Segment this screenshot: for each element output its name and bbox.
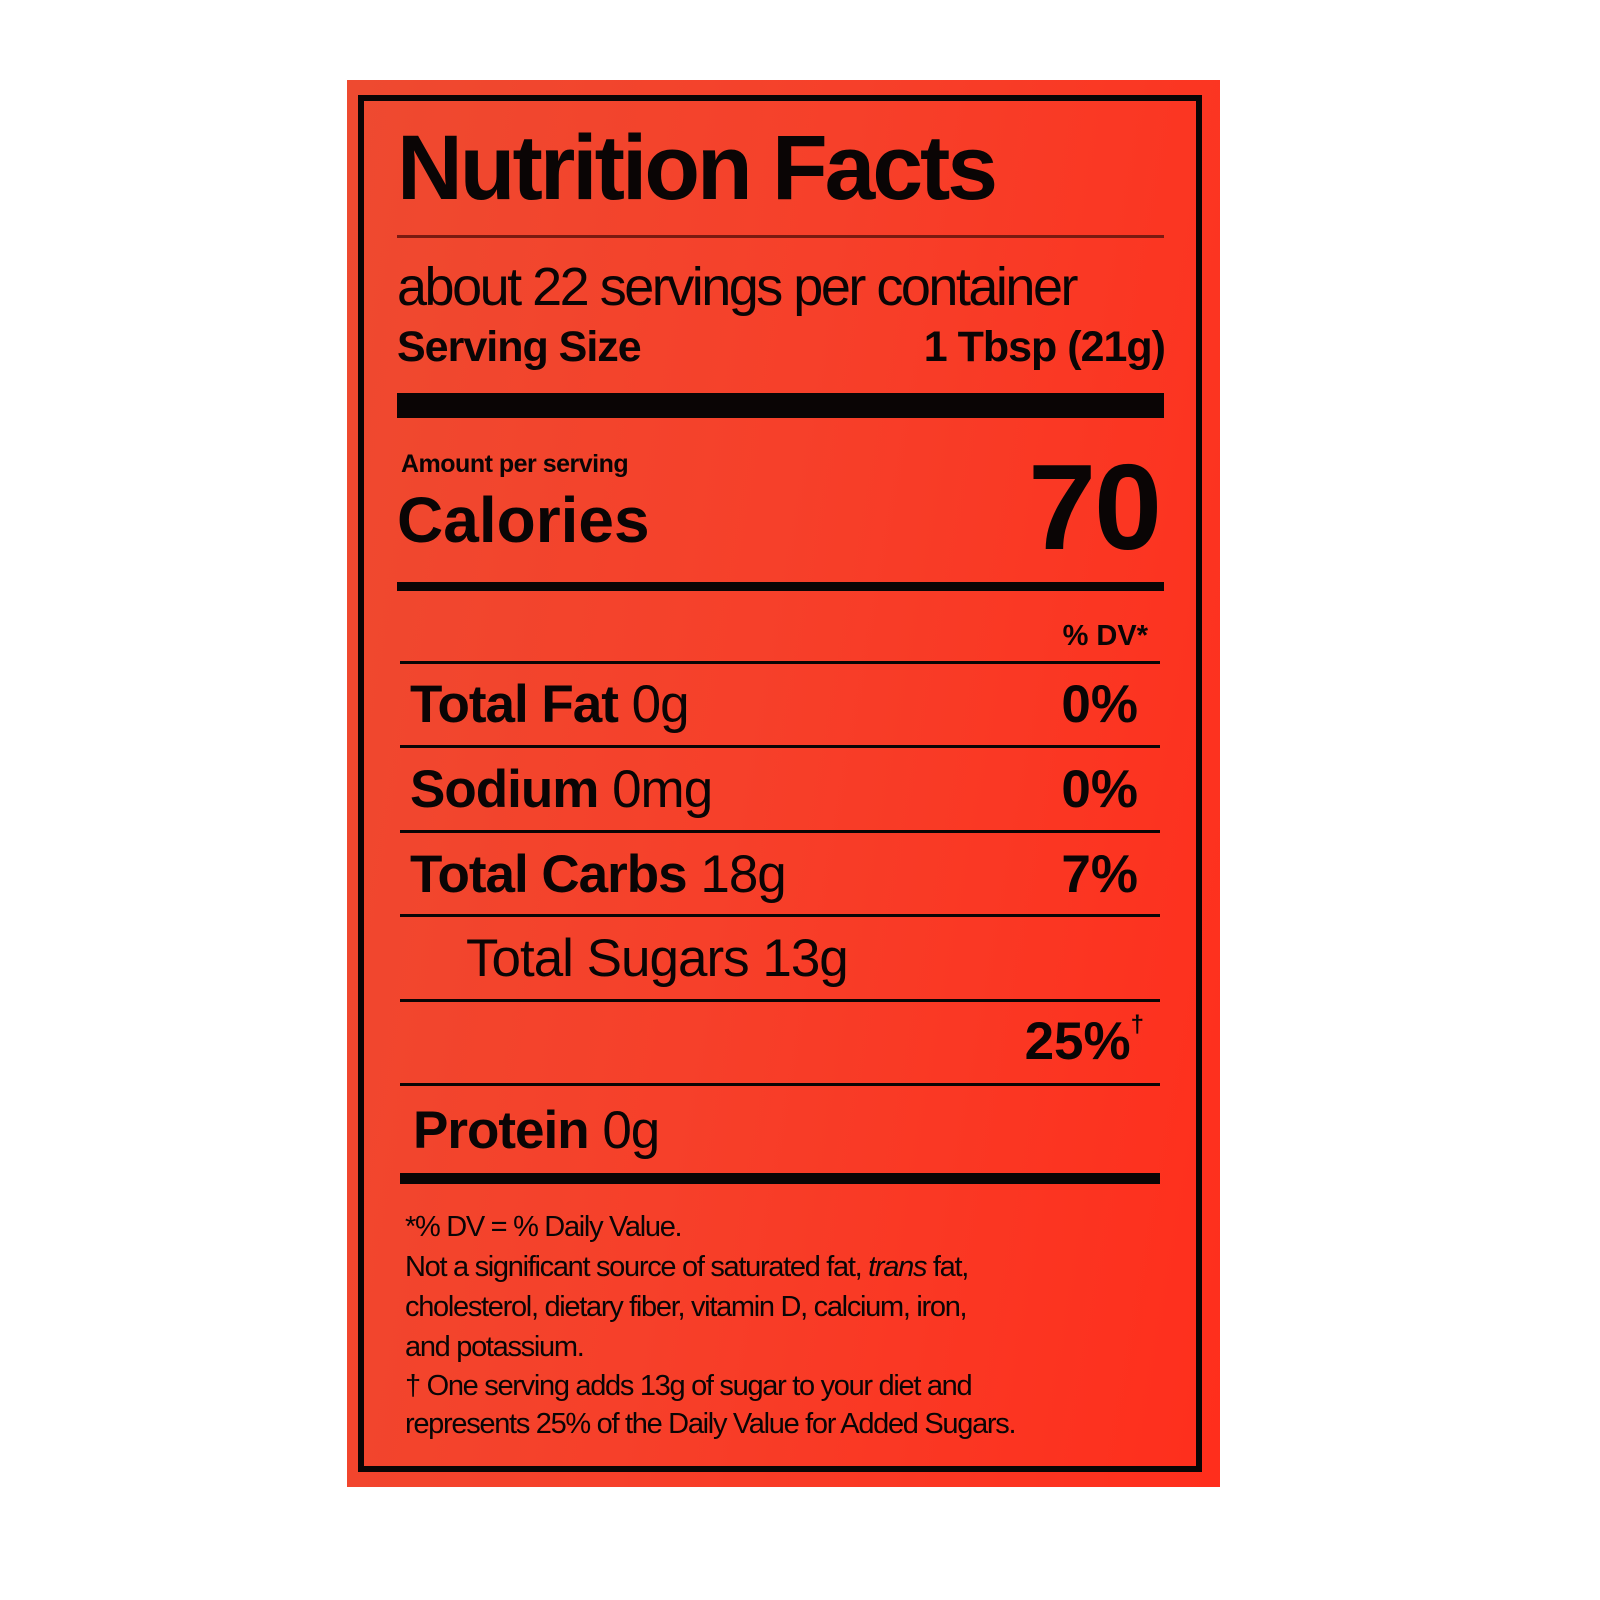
footnote-added-sugars: represents 25% of the Daily Value for Ad… bbox=[405, 1408, 1017, 1440]
footnote-dv: *% DV = % Daily Value. bbox=[405, 1211, 683, 1243]
amount-per-serving: Amount per serving bbox=[401, 450, 629, 478]
calories-value: 70 bbox=[1028, 439, 1162, 575]
nutrient-row-total-carbs: Total Carbs 18g bbox=[410, 845, 787, 904]
dv-header: % DV* bbox=[1062, 620, 1148, 652]
medium-divider bbox=[397, 582, 1164, 591]
nutrient-dv: 25% bbox=[1024, 1012, 1131, 1071]
footnote-added-sugars: † One serving adds 13g of sugar to your … bbox=[405, 1370, 973, 1402]
label-border bbox=[358, 95, 1202, 1472]
nutrient-name: Total Fat bbox=[410, 675, 619, 734]
divider bbox=[400, 914, 1160, 917]
nutrient-dv: 7% bbox=[1061, 845, 1138, 904]
thick-divider bbox=[397, 393, 1164, 418]
nutrient-amount: 0mg bbox=[612, 760, 713, 819]
nutrient-row-total-fat: Total Fat 0g bbox=[410, 675, 690, 734]
footnote-trans: trans bbox=[868, 1251, 927, 1283]
nutrient-dv: 0% bbox=[1061, 675, 1138, 734]
servings-per-container: about 22 servings per container bbox=[397, 257, 1078, 317]
divider bbox=[400, 1083, 1160, 1086]
nutrient-row-total-sugars: Total Sugars 13g bbox=[466, 929, 849, 988]
footnote-text: Not a significant source of saturated fa… bbox=[405, 1251, 863, 1283]
calories-label: Calories bbox=[397, 484, 650, 556]
divider bbox=[400, 830, 1160, 833]
nutrient-row-sodium: Sodium 0mg bbox=[410, 760, 713, 819]
dagger-mark: † bbox=[1130, 1011, 1144, 1038]
footnote-text: fat, bbox=[932, 1251, 969, 1283]
added-sugars-dv: 25%† bbox=[1024, 1012, 1144, 1071]
nutrient-name: Total Carbs bbox=[410, 845, 688, 904]
nutrient-name: Sodium bbox=[410, 760, 599, 819]
nutrient-amount: 18g bbox=[700, 845, 786, 904]
label-title: Nutrition Facts bbox=[397, 117, 998, 219]
divider bbox=[397, 235, 1164, 238]
serving-size-label: Serving Size bbox=[397, 323, 642, 371]
footnote-line: and potassium. bbox=[405, 1331, 585, 1363]
thick-divider bbox=[400, 1173, 1160, 1184]
divider bbox=[400, 661, 1160, 664]
footnote-line: cholesterol, dietary fiber, vitamin D, c… bbox=[405, 1291, 968, 1323]
nutrient-dv: 0% bbox=[1061, 760, 1138, 819]
footnote-not-significant: Not a significant source of saturated fa… bbox=[405, 1251, 969, 1283]
nutrient-amount: 0g bbox=[602, 1101, 660, 1160]
nutrient-amount: 0g bbox=[631, 675, 690, 734]
serving-size-value: 1 Tbsp (21g) bbox=[923, 323, 1166, 371]
divider bbox=[400, 999, 1160, 1002]
nutrient-row-protein: Protein 0g bbox=[413, 1101, 660, 1160]
nutrient-name: Protein bbox=[413, 1101, 590, 1160]
nutrient-name: Total Sugars bbox=[466, 929, 750, 988]
nutrition-label bbox=[347, 80, 1220, 1487]
nutrient-amount: 13g bbox=[762, 929, 848, 988]
divider bbox=[400, 745, 1160, 748]
